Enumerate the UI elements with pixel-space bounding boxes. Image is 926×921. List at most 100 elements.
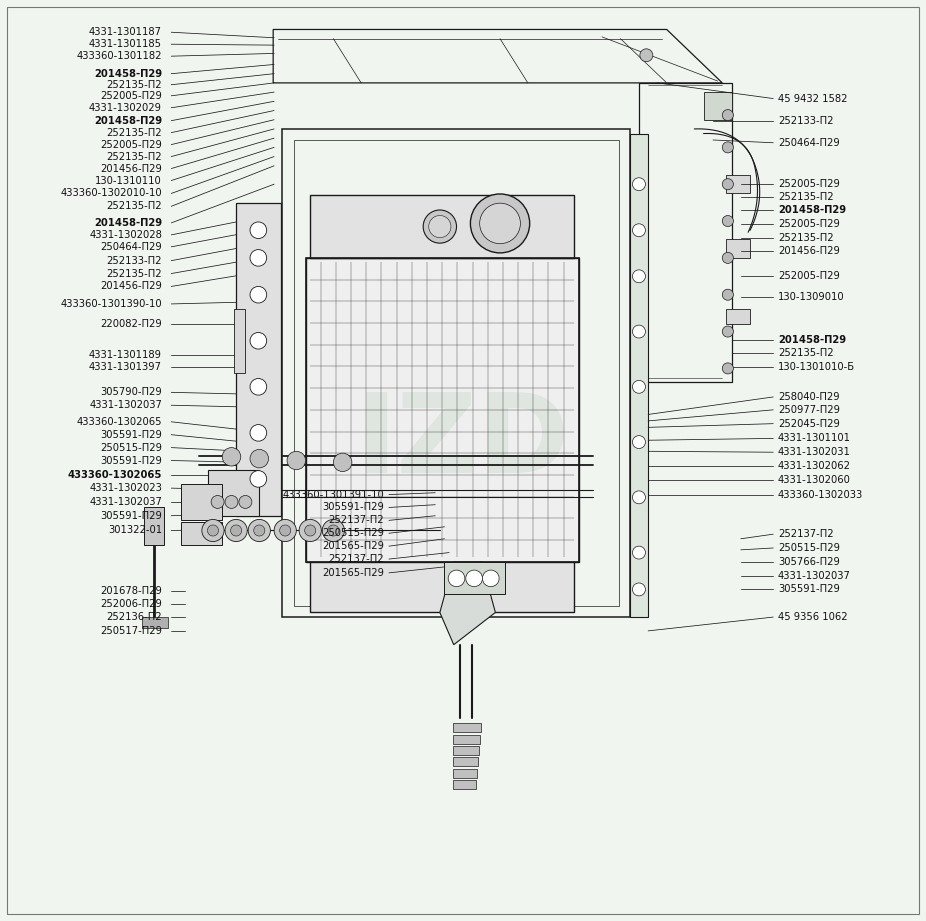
Circle shape: [722, 252, 733, 263]
Text: 252135-П2: 252135-П2: [106, 128, 162, 137]
Text: 250977-П29: 250977-П29: [778, 405, 840, 414]
Text: 433360-1302065: 433360-1302065: [68, 471, 162, 480]
Circle shape: [250, 471, 267, 487]
Circle shape: [632, 380, 645, 393]
Text: IZD: IZD: [356, 389, 570, 495]
Text: 301322-01: 301322-01: [108, 526, 162, 535]
Circle shape: [250, 332, 267, 349]
Text: 252133-П2: 252133-П2: [778, 116, 833, 125]
Circle shape: [632, 436, 645, 449]
Circle shape: [722, 110, 733, 121]
Text: 305766-П29: 305766-П29: [778, 557, 840, 566]
Text: 4331-1302060: 4331-1302060: [778, 475, 851, 484]
Text: 252135-П2: 252135-П2: [778, 192, 833, 202]
Text: 252133-П2: 252133-П2: [106, 256, 162, 265]
Circle shape: [466, 570, 482, 587]
Circle shape: [299, 519, 321, 542]
Text: 4331-1301189: 4331-1301189: [89, 350, 162, 359]
Circle shape: [722, 326, 733, 337]
Text: 252005-П29: 252005-П29: [778, 272, 840, 281]
Text: 305591-П29: 305591-П29: [322, 503, 384, 512]
Circle shape: [333, 453, 352, 472]
Text: 433360-1301182: 433360-1301182: [77, 52, 162, 61]
Circle shape: [722, 179, 733, 190]
Text: 201678-П29: 201678-П29: [100, 587, 162, 596]
Bar: [453, 746, 479, 755]
Circle shape: [250, 425, 267, 441]
Circle shape: [722, 289, 733, 300]
Polygon shape: [630, 134, 648, 617]
Text: 201458-П29: 201458-П29: [94, 69, 162, 78]
Polygon shape: [440, 562, 495, 645]
Text: 433360-1302065: 433360-1302065: [77, 417, 162, 426]
Text: 250515-П29: 250515-П29: [322, 529, 384, 538]
Circle shape: [250, 222, 267, 239]
Bar: [236, 203, 281, 516]
Text: 258040-П29: 258040-П29: [778, 392, 840, 402]
Text: 201565-П29: 201565-П29: [322, 568, 384, 577]
Bar: [208, 470, 259, 516]
Text: 201456-П29: 201456-П29: [100, 282, 162, 291]
Bar: [306, 258, 579, 562]
Circle shape: [239, 495, 252, 508]
Circle shape: [482, 570, 499, 587]
Bar: [453, 780, 476, 789]
Bar: [453, 723, 481, 732]
Text: 130-1309010: 130-1309010: [778, 292, 845, 301]
Circle shape: [248, 519, 270, 542]
Circle shape: [429, 216, 451, 238]
Text: 201458-П29: 201458-П29: [94, 116, 162, 125]
Text: 252137-П2: 252137-П2: [329, 554, 384, 564]
Circle shape: [274, 519, 296, 542]
Text: 201565-П29: 201565-П29: [322, 542, 384, 551]
Text: 201458-П29: 201458-П29: [778, 205, 846, 215]
Circle shape: [202, 519, 224, 542]
Circle shape: [225, 519, 247, 542]
Text: 4331-1302028: 4331-1302028: [89, 230, 162, 239]
Bar: [310, 562, 574, 612]
Bar: [453, 769, 477, 778]
Circle shape: [632, 178, 645, 191]
Text: 252135-П2: 252135-П2: [106, 269, 162, 278]
Polygon shape: [726, 239, 750, 258]
Bar: [144, 507, 164, 545]
Circle shape: [632, 325, 645, 338]
Circle shape: [250, 286, 267, 303]
Text: 4331-1302023: 4331-1302023: [89, 484, 162, 493]
Circle shape: [722, 142, 733, 153]
Circle shape: [423, 210, 457, 243]
Bar: [181, 522, 222, 545]
Text: 433360-1302010-10: 433360-1302010-10: [60, 189, 162, 198]
Text: 433360-1302033: 433360-1302033: [778, 491, 863, 500]
Text: 305591-П29: 305591-П29: [100, 430, 162, 439]
Text: 252135-П2: 252135-П2: [106, 202, 162, 211]
Text: 4331-1301187: 4331-1301187: [89, 28, 162, 37]
Circle shape: [722, 216, 733, 227]
Text: 252005-П29: 252005-П29: [100, 140, 162, 149]
Polygon shape: [726, 309, 750, 324]
Circle shape: [207, 525, 219, 536]
Text: 305591-П29: 305591-П29: [100, 511, 162, 520]
Circle shape: [250, 250, 267, 266]
Bar: [306, 258, 579, 562]
Text: 305591-П29: 305591-П29: [100, 456, 162, 465]
Circle shape: [722, 363, 733, 374]
Bar: [142, 617, 168, 628]
Text: 252006-П29: 252006-П29: [100, 600, 162, 609]
Text: 250464-П29: 250464-П29: [100, 242, 162, 251]
Text: 250515-П29: 250515-П29: [778, 543, 840, 553]
Circle shape: [632, 270, 645, 283]
Circle shape: [632, 224, 645, 237]
Text: 4331-1302037: 4331-1302037: [778, 571, 851, 580]
Circle shape: [280, 525, 291, 536]
Circle shape: [448, 570, 465, 587]
Circle shape: [287, 451, 306, 470]
Circle shape: [640, 49, 653, 62]
Circle shape: [328, 525, 339, 536]
Text: 4331-1302037: 4331-1302037: [89, 497, 162, 507]
Circle shape: [211, 495, 224, 508]
Text: 4331-1302062: 4331-1302062: [778, 461, 851, 471]
Text: 252137-П2: 252137-П2: [778, 530, 833, 539]
Text: 252135-П2: 252135-П2: [106, 80, 162, 89]
Text: 252135-П2: 252135-П2: [778, 348, 833, 357]
